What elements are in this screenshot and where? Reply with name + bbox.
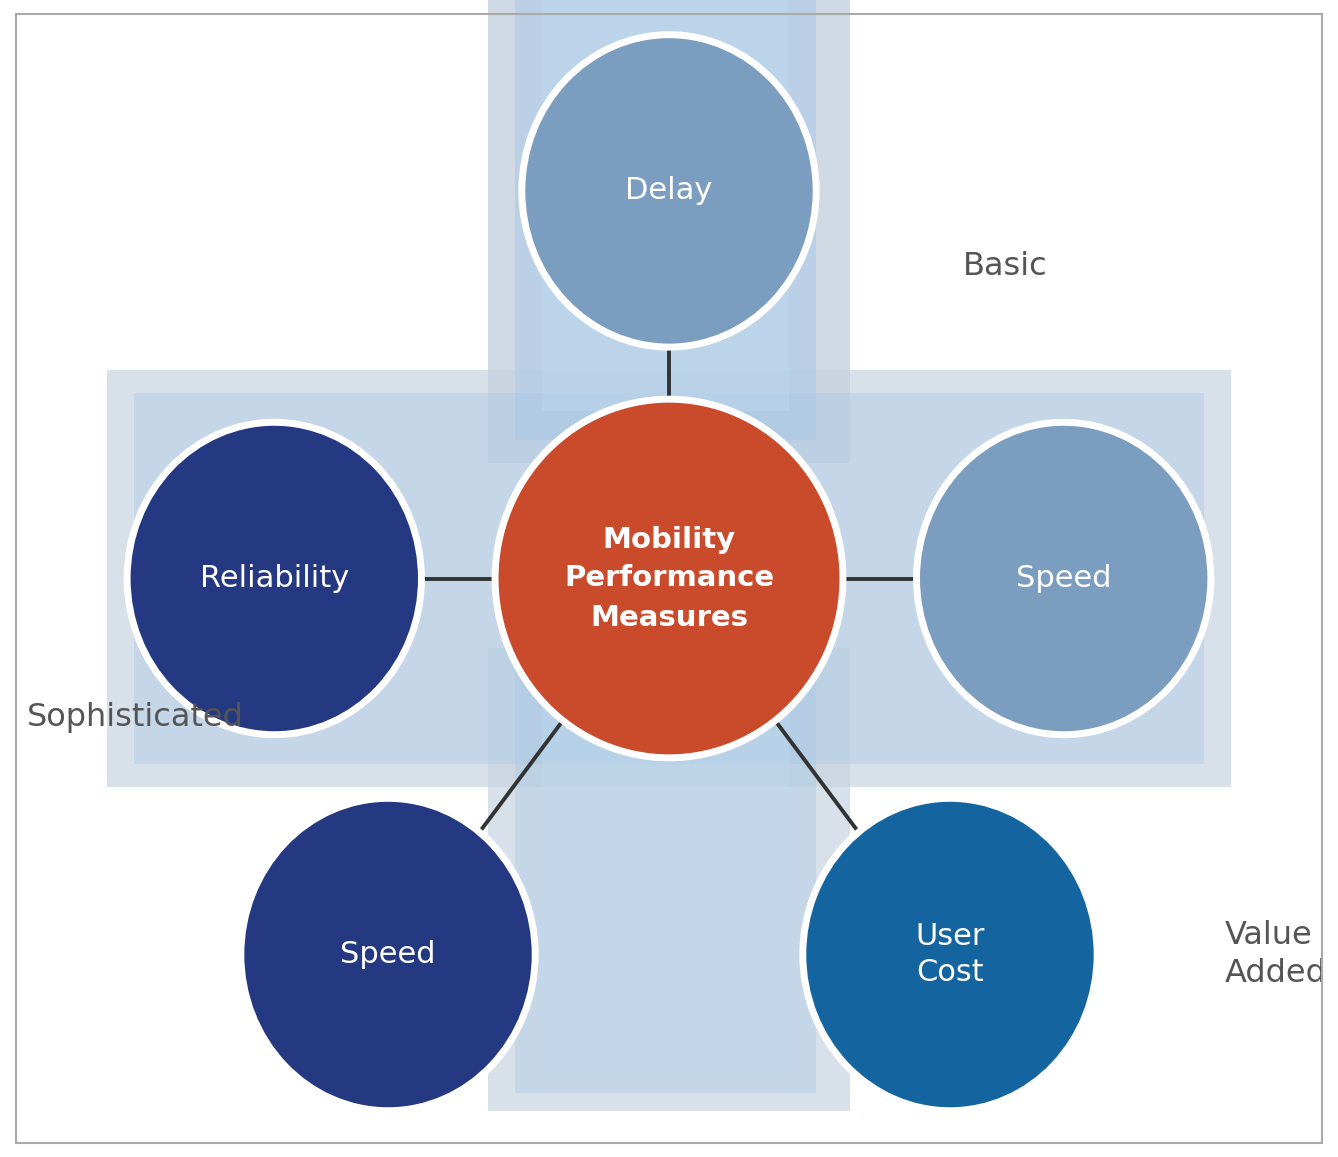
Ellipse shape <box>917 422 1211 735</box>
Text: Basic: Basic <box>963 251 1048 281</box>
Bar <box>134 393 1204 764</box>
Text: Speed: Speed <box>340 939 436 970</box>
Text: Mobility
Performance
Measures: Mobility Performance Measures <box>563 525 775 632</box>
Bar <box>107 370 1231 787</box>
Bar <box>542 0 789 411</box>
Bar <box>488 648 850 1111</box>
Text: Value
Added: Value Added <box>1224 920 1326 989</box>
Bar <box>488 0 850 463</box>
Ellipse shape <box>127 422 421 735</box>
Ellipse shape <box>495 399 843 758</box>
Bar <box>542 677 789 1076</box>
Text: Speed: Speed <box>1016 563 1112 594</box>
Bar <box>515 665 816 1093</box>
Text: Delay: Delay <box>625 176 713 206</box>
Text: User
Cost: User Cost <box>915 922 985 987</box>
Text: Reliability: Reliability <box>199 563 349 594</box>
Bar <box>515 0 816 440</box>
Ellipse shape <box>241 798 535 1111</box>
Ellipse shape <box>522 35 816 347</box>
Ellipse shape <box>803 798 1097 1111</box>
Text: Sophisticated: Sophisticated <box>27 702 244 732</box>
